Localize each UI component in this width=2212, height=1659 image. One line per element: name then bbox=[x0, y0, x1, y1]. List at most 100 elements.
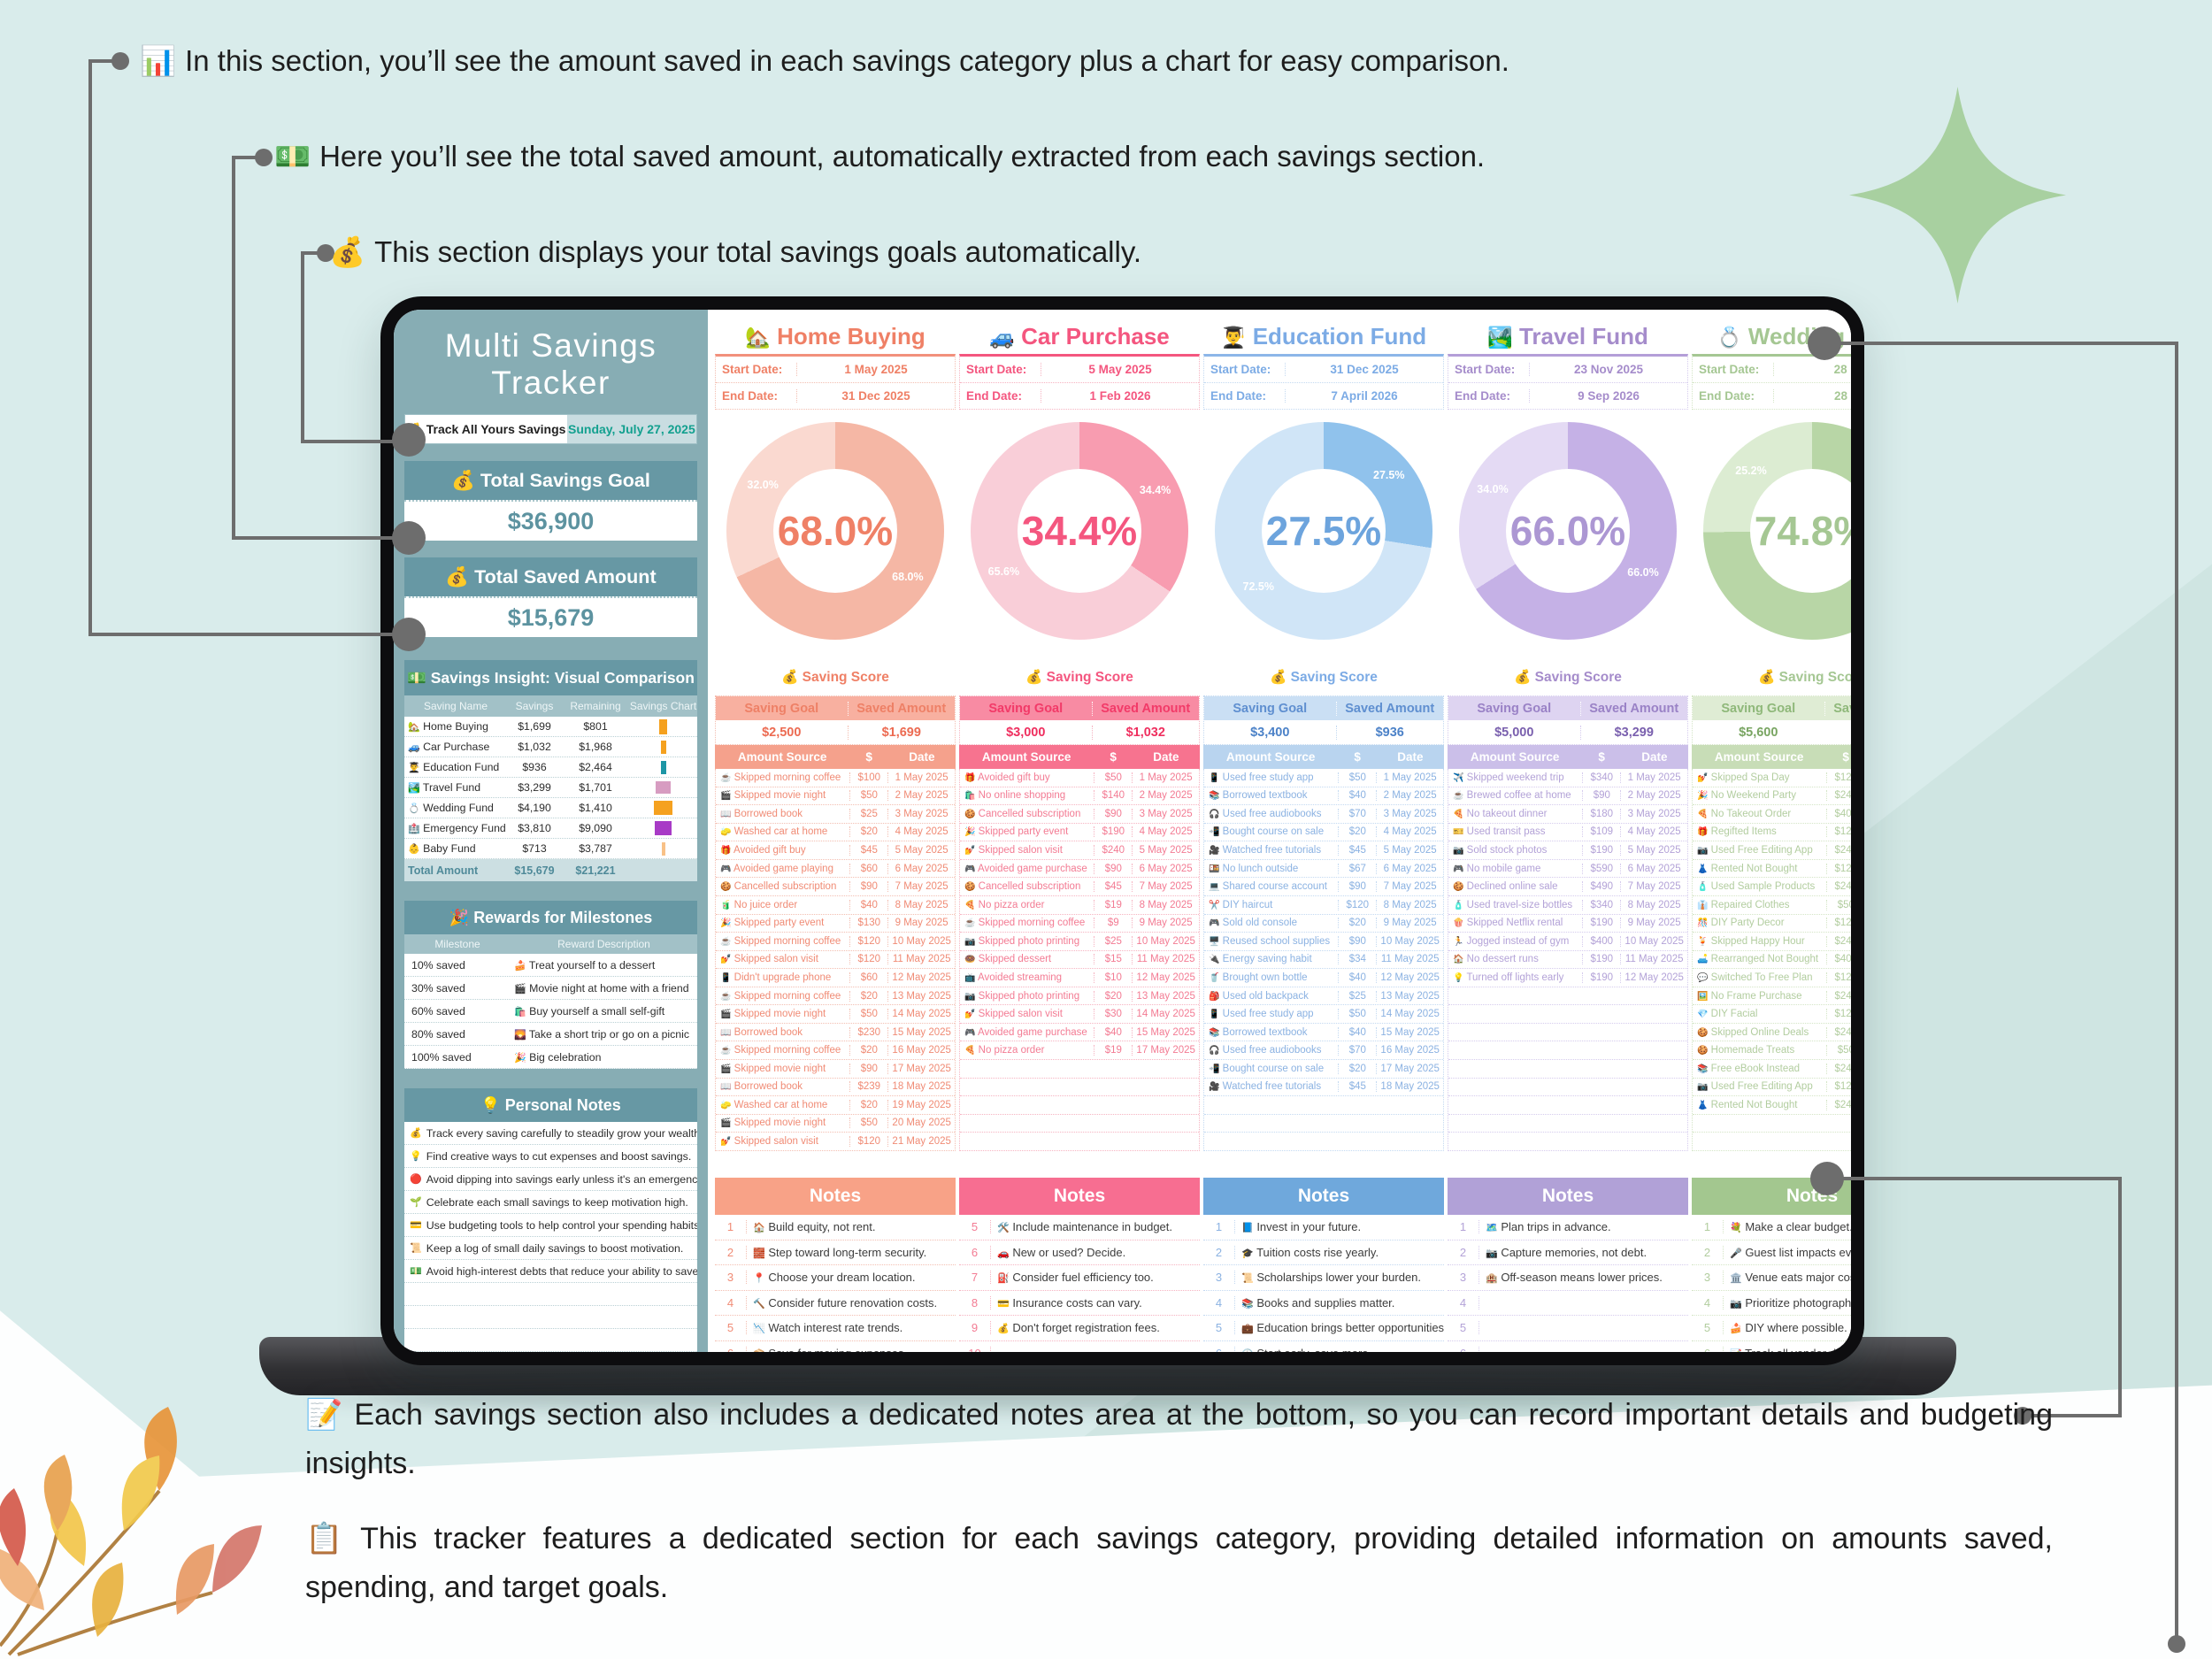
transaction-row[interactable]: 🍪 Cancelled subscription $90 3 May 2025 bbox=[960, 805, 1199, 824]
transaction-row[interactable]: 🍹 Skipped Happy Hour$240 bbox=[1693, 933, 1851, 951]
transaction-row[interactable]: 🎮 Sold old console $20 9 May 2025 bbox=[1204, 915, 1443, 933]
end-date-value[interactable]: 31 Dec 2025 bbox=[841, 389, 910, 403]
transaction-row[interactable]: 📖 Borrowed book $239 18 May 2025 bbox=[716, 1079, 955, 1097]
transaction-row[interactable]: 🎁 Avoided gift buy $45 5 May 2025 bbox=[716, 841, 955, 860]
transaction-row[interactable]: 🍪 Cancelled subscription $90 7 May 2025 bbox=[716, 878, 955, 896]
transaction-row[interactable]: 🎬 Skipped movie night $50 2 May 2025 bbox=[716, 787, 955, 806]
transaction-row[interactable]: 🎮 Avoided game playing $60 6 May 2025 bbox=[716, 860, 955, 879]
start-date-value[interactable]: 31 Dec 2025 bbox=[1330, 363, 1399, 376]
transaction-row[interactable]: 🎉 Skipped party event $130 9 May 2025 bbox=[716, 915, 955, 933]
note-row[interactable]: 3 🏨 Off-season means lower prices. bbox=[1448, 1265, 1688, 1291]
note-row[interactable]: 2 🧱 Step toward long-term security. bbox=[715, 1240, 956, 1265]
empty-transaction-row[interactable] bbox=[1448, 1133, 1687, 1150]
note-row[interactable]: 6 🚗 New or used? Decide. bbox=[959, 1240, 1200, 1265]
empty-transaction-row[interactable] bbox=[1448, 1005, 1687, 1024]
empty-transaction-row[interactable] bbox=[1448, 1079, 1687, 1097]
transaction-row[interactable]: 👔 Repaired Clothes$50 bbox=[1693, 896, 1851, 915]
note-row[interactable]: 1 🗺️ Plan trips in advance. bbox=[1448, 1215, 1688, 1240]
note-row[interactable]: 5 💼 Education brings better opportunities… bbox=[1203, 1316, 1444, 1341]
transaction-row[interactable]: ☕ Skipped morning coffee $20 16 May 2025 bbox=[716, 1041, 955, 1060]
transaction-row[interactable]: 📷 Skipped photo printing $20 13 May 2025 bbox=[960, 987, 1199, 1006]
transaction-row[interactable]: 📚 Borrowed textbook $40 2 May 2025 bbox=[1204, 787, 1443, 806]
start-date-value[interactable]: 28 Feb bbox=[1833, 363, 1851, 376]
transaction-row[interactable]: 📺 Avoided streaming $10 12 May 2025 bbox=[960, 969, 1199, 987]
empty-transaction-row[interactable] bbox=[1448, 1060, 1687, 1079]
transaction-row[interactable]: 🍱 No lunch outside $67 6 May 2025 bbox=[1204, 860, 1443, 879]
personal-note-row[interactable]: 🔴 Avoid dipping into savings early unless… bbox=[404, 1168, 697, 1191]
transaction-row[interactable]: 🎮 Avoided game purchase $40 15 May 2025 bbox=[960, 1024, 1199, 1042]
transaction-row[interactable]: 🍿 Skipped Netflix rental $190 9 May 2025 bbox=[1448, 915, 1687, 933]
transaction-row[interactable]: ✈️ Skipped weekend trip $340 1 May 2025 bbox=[1448, 769, 1687, 787]
empty-transaction-row[interactable] bbox=[960, 1096, 1199, 1115]
transaction-row[interactable]: 📷 Used Free Editing App$240 bbox=[1693, 841, 1851, 860]
transaction-row[interactable]: 🖥️ Reused school supplies $90 10 May 2025 bbox=[1204, 933, 1443, 951]
note-row[interactable]: 4 🔨 Consider future renovation costs. bbox=[715, 1290, 956, 1316]
note-row[interactable]: 2🎤 Guest list impacts everything. bbox=[1692, 1240, 1851, 1265]
note-row[interactable]: 2 🎓 Tuition costs rise yearly. bbox=[1203, 1240, 1444, 1265]
transaction-row[interactable]: 🎉 No Weekend Party$240 bbox=[1693, 787, 1851, 806]
insight-row[interactable]: 🚙 Car Purchase $1,032 $1,968 bbox=[404, 737, 697, 757]
transaction-row[interactable]: 🍪 Declined online sale $490 7 May 2025 bbox=[1448, 878, 1687, 896]
note-row[interactable]: 3 📍 Choose your dream location. bbox=[715, 1265, 956, 1291]
transaction-row[interactable]: 🎊 DIY Party Decor$120 bbox=[1693, 915, 1851, 933]
empty-transaction-row[interactable] bbox=[1204, 1133, 1443, 1150]
empty-transaction-row[interactable] bbox=[960, 1133, 1199, 1150]
note-row[interactable]: 5 🍰 DIY where possible. bbox=[1692, 1316, 1851, 1341]
transaction-row[interactable]: 🎥 Watched free tutorials $45 18 May 2025 bbox=[1204, 1079, 1443, 1097]
empty-transaction-row[interactable] bbox=[960, 1115, 1199, 1133]
transaction-row[interactable]: 📷 Used Free Editing App$120 bbox=[1693, 1079, 1851, 1097]
empty-transaction-row[interactable] bbox=[1448, 1041, 1687, 1060]
note-row[interactable]: 5 bbox=[1448, 1316, 1688, 1341]
transaction-row[interactable]: 📲 Bought course on sale $20 17 May 2025 bbox=[1204, 1060, 1443, 1079]
reward-row[interactable]: 10% saved 🍰 Treat yourself to a dessert bbox=[404, 954, 697, 977]
transaction-row[interactable]: 📱 Didn't upgrade phone $60 12 May 2025 bbox=[716, 969, 955, 987]
insight-row[interactable]: 🏥 Emergency Fund $3,810 $9,090 bbox=[404, 818, 697, 839]
empty-note-row[interactable] bbox=[404, 1283, 697, 1306]
transaction-row[interactable]: 📷 Sold stock photos $190 5 May 2025 bbox=[1448, 841, 1687, 860]
note-row[interactable]: 5 📉 Watch interest rate trends. bbox=[715, 1316, 956, 1341]
transaction-row[interactable]: 📖 Borrowed book $25 3 May 2025 bbox=[716, 805, 955, 824]
saved-amount-value[interactable]: $1,699 bbox=[847, 725, 956, 740]
transaction-row[interactable]: 💅 Skipped salon visit $120 21 May 2025 bbox=[716, 1133, 955, 1150]
end-date-value[interactable]: 28 Jan bbox=[1833, 389, 1851, 403]
transaction-row[interactable]: 🎉 Skipped party event $190 4 May 2025 bbox=[960, 824, 1199, 842]
transaction-row[interactable]: 💬 Switched To Free Plan$120 bbox=[1693, 969, 1851, 987]
transaction-row[interactable]: 🍕 No takeout dinner $180 3 May 2025 bbox=[1448, 805, 1687, 824]
transaction-row[interactable]: 📚 Free eBook Instead$240 bbox=[1693, 1060, 1851, 1079]
empty-transaction-row[interactable] bbox=[1693, 1115, 1851, 1133]
saving-goal-value[interactable]: $5,000 bbox=[1494, 725, 1534, 740]
transaction-row[interactable]: 📱 Used free study app $50 14 May 2025 bbox=[1204, 1005, 1443, 1024]
transaction-row[interactable]: 🎧 Used free audiobooks $70 16 May 2025 bbox=[1204, 1041, 1443, 1060]
transaction-row[interactable]: 🍕 No pizza order $19 17 May 2025 bbox=[960, 1041, 1199, 1060]
tagline-bar[interactable]: 💰Track All Yours Savings Sunday, July 27… bbox=[404, 414, 697, 444]
end-date-value[interactable]: 9 Sep 2026 bbox=[1578, 389, 1640, 403]
empty-transaction-row[interactable] bbox=[1448, 1096, 1687, 1115]
transaction-row[interactable]: 🎮 No mobile game $590 6 May 2025 bbox=[1448, 860, 1687, 879]
transaction-row[interactable]: 📷 Skipped photo printing $25 10 May 2025 bbox=[960, 933, 1199, 951]
note-row[interactable]: 9 💰 Don't forget registration fees. bbox=[959, 1316, 1200, 1341]
transaction-row[interactable]: 🧽 Washed car at home $20 4 May 2025 bbox=[716, 824, 955, 842]
transaction-row[interactable]: 🏃 Jogged instead of gym $400 10 May 2025 bbox=[1448, 933, 1687, 951]
transaction-row[interactable]: 💅 Skipped Spa Day$120 bbox=[1693, 769, 1851, 787]
reward-row[interactable]: 80% saved 🌄 Take a short trip or go on a … bbox=[404, 1023, 697, 1046]
transaction-row[interactable]: 📖 Borrowed book $230 15 May 2025 bbox=[716, 1024, 955, 1042]
transaction-row[interactable]: 🧽 Washed car at home $20 19 May 2025 bbox=[716, 1096, 955, 1115]
transaction-row[interactable]: 💡 Turned off lights early $190 12 May 2025 bbox=[1448, 969, 1687, 987]
personal-note-row[interactable]: 💰 Track every saving carefully to steadil… bbox=[404, 1122, 697, 1145]
transaction-row[interactable]: 🛍️ No online shopping $140 2 May 2025 bbox=[960, 787, 1199, 806]
transaction-row[interactable]: 🛋️ Rearranged Not Bought$400 bbox=[1693, 951, 1851, 970]
note-row[interactable]: 3🏛️ Venue eats major costs. bbox=[1692, 1265, 1851, 1291]
transaction-row[interactable]: 🎒 Used old backpack $25 13 May 2025 bbox=[1204, 987, 1443, 1006]
insight-row[interactable]: 🏞️ Travel Fund $3,299 $1,701 bbox=[404, 778, 697, 798]
transaction-row[interactable]: 💅 Skipped salon visit $240 5 May 2025 bbox=[960, 841, 1199, 860]
transaction-row[interactable]: 💎 DIY Facial$120 bbox=[1693, 1005, 1851, 1024]
transaction-row[interactable]: 📱 Used free study app $50 1 May 2025 bbox=[1204, 769, 1443, 787]
transaction-row[interactable]: 🏠 No dessert runs $190 11 May 2025 bbox=[1448, 951, 1687, 970]
empty-transaction-row[interactable] bbox=[1448, 1115, 1687, 1133]
note-row[interactable]: 4 📚 Books and supplies matter. bbox=[1203, 1290, 1444, 1316]
note-row[interactable]: 6 bbox=[1448, 1340, 1688, 1352]
transaction-row[interactable]: 🍕 No Takeout Order$400 bbox=[1693, 805, 1851, 824]
transaction-row[interactable]: 🎁 Avoided gift buy $50 1 May 2025 bbox=[960, 769, 1199, 787]
transaction-row[interactable]: 🍪 Homemade Treats$50 bbox=[1693, 1041, 1851, 1060]
empty-transaction-row[interactable] bbox=[1204, 1115, 1443, 1133]
